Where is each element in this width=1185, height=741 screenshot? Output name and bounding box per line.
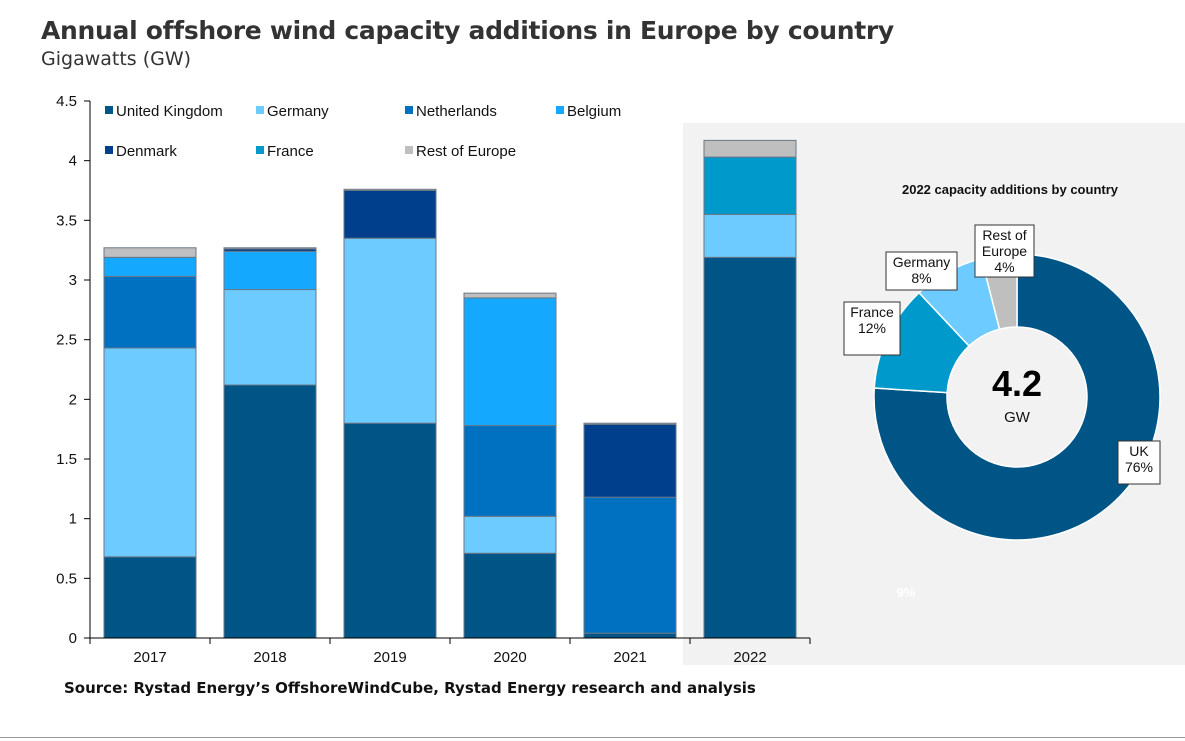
bar-2020-united-kingdom <box>463 552 557 639</box>
y-tick-label: 0 <box>69 630 77 647</box>
slice-label: 12% <box>858 320 886 336</box>
slice-label: France <box>850 304 894 320</box>
bar-2021-rest-of-europe <box>583 422 677 425</box>
bar-2019-rest-of-europe <box>343 188 437 192</box>
x-tick-label: 2019 <box>373 649 406 666</box>
y-tick-label: 3 <box>69 272 77 289</box>
bar-2017-united-kingdom <box>103 556 197 639</box>
bar-2019-united-kingdom <box>343 422 437 639</box>
slice-label: Europe <box>982 243 1027 259</box>
x-tick-label: 2017 <box>133 649 166 666</box>
slice-label-box <box>843 301 901 356</box>
chart-subtitle: Gigawatts (GW) <box>41 48 192 70</box>
legend-swatch <box>405 146 413 154</box>
donut-center-value: 4.2 <box>992 363 1042 404</box>
y-tick-label: 1.5 <box>56 451 77 468</box>
x-tick-label: 2021 <box>613 649 646 666</box>
bar-2020-belgium <box>463 297 557 427</box>
donut-slice-uk <box>873 253 1161 541</box>
bar-2022-united-kingdom <box>703 256 797 639</box>
legend-label: France <box>267 143 314 160</box>
bar-2022-france <box>703 156 797 215</box>
bar-2021-denmark <box>583 423 677 498</box>
y-tick-label: 3.5 <box>56 212 77 229</box>
x-tick-label: 2018 <box>253 649 286 666</box>
stray-label: 9% <box>897 585 916 600</box>
y-tick-label: 2 <box>69 391 77 408</box>
bar-2021-netherlands <box>583 496 677 634</box>
slice-label: UK <box>1129 443 1149 459</box>
legend-label: Netherlands <box>416 103 497 120</box>
legend-label: Germany <box>267 103 329 120</box>
legend-swatch <box>405 106 413 114</box>
bar-2020-netherlands <box>463 425 557 517</box>
y-tick-label: 4 <box>69 153 77 170</box>
bar-2021-united-kingdom <box>583 632 677 639</box>
bar-2020-germany <box>463 515 557 554</box>
y-tick-label: 0.5 <box>56 570 77 587</box>
donut-title: 2022 capacity additions by country <box>902 182 1119 197</box>
legend-label: Belgium <box>567 103 621 120</box>
legend-swatch <box>105 106 113 114</box>
bar-2019-denmark <box>343 190 437 239</box>
y-tick-label: 1 <box>69 511 77 528</box>
bar-2017-belgium <box>103 256 197 277</box>
legend-label: United Kingdom <box>116 103 223 120</box>
slice-label: 76% <box>1125 459 1153 475</box>
x-tick-label: 2020 <box>493 649 526 666</box>
bar-2018-germany <box>223 289 317 386</box>
bar-2022-rest-of-europe <box>703 139 797 158</box>
bar-2018-rest-of-europe <box>223 247 317 250</box>
y-tick-label: 2.5 <box>56 332 77 349</box>
slice-label: 8% <box>911 270 931 286</box>
slice-label-box <box>974 224 1035 278</box>
y-tick-label: 4.5 <box>56 93 77 110</box>
slice-label: 4% <box>994 259 1014 275</box>
legend-swatch <box>256 106 264 114</box>
slice-label-box <box>1117 440 1161 485</box>
bar-2017-rest-of-europe <box>103 247 197 258</box>
legend-swatch <box>256 146 264 154</box>
slice-label: Rest of <box>982 227 1026 243</box>
bar-2018-belgium <box>223 250 317 291</box>
donut-center-unit: GW <box>1004 409 1031 426</box>
bar-2018-united-kingdom <box>223 384 317 639</box>
bar-2017-netherlands <box>103 275 197 349</box>
legend-swatch <box>105 146 113 154</box>
divider <box>0 737 1185 738</box>
legend-swatch <box>556 106 564 114</box>
slice-label-box <box>885 251 958 291</box>
bar-2019-germany <box>343 237 437 424</box>
legend-label: Rest of Europe <box>416 143 516 160</box>
chart-title: Annual offshore wind capacity additions … <box>41 16 894 45</box>
legend-label: Denmark <box>116 143 177 160</box>
slice-label: Germany <box>893 254 951 270</box>
bar-2020-rest-of-europe <box>463 292 557 299</box>
source-note: Source: Rystad Energy’s OffshoreWindCube… <box>64 679 756 697</box>
x-tick-label: 2022 <box>733 649 766 666</box>
bar-2022-germany <box>703 213 797 258</box>
bar-2017-germany <box>103 347 197 558</box>
